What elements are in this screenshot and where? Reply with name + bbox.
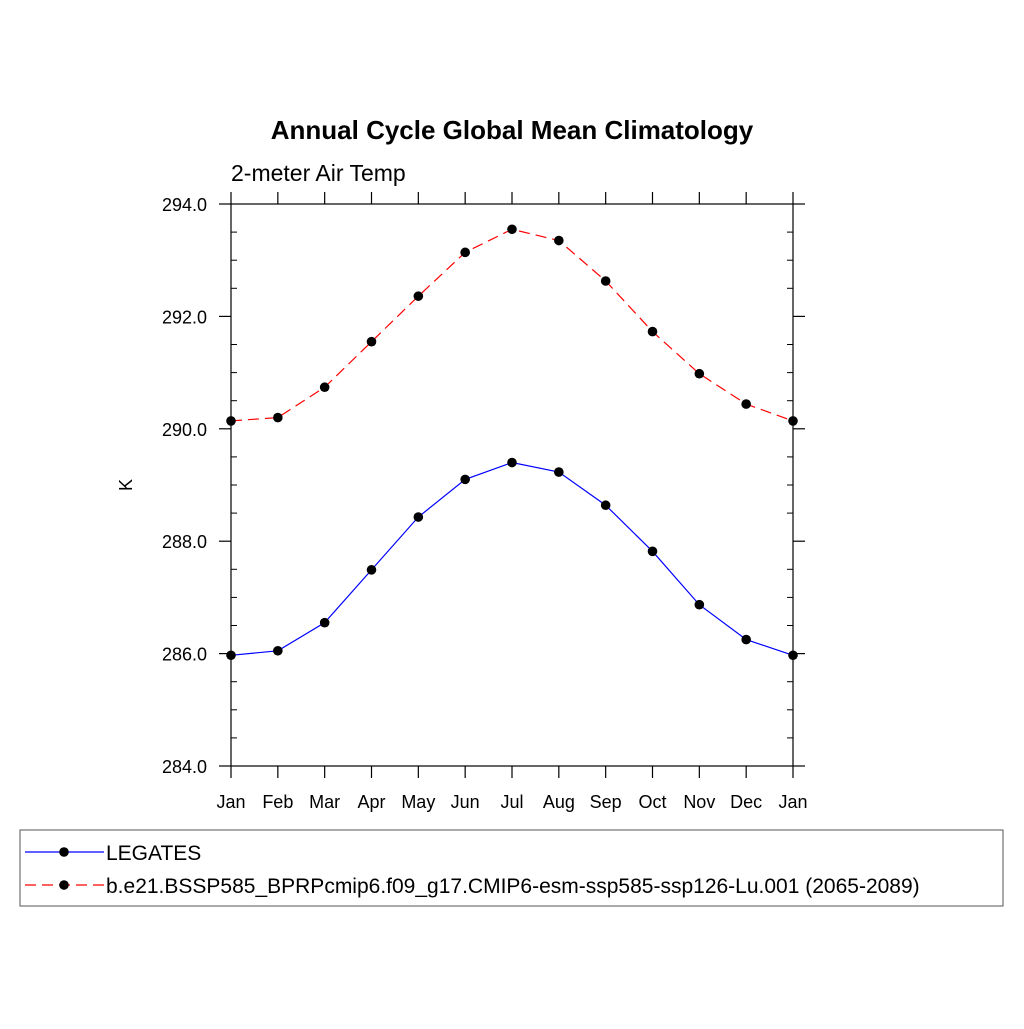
x-tick-label: Dec (730, 792, 762, 812)
chart-title: Annual Cycle Global Mean Climatology (271, 115, 754, 145)
series-1-point (554, 467, 564, 477)
series-2-point (694, 368, 705, 379)
series-1-point (647, 546, 658, 557)
series-1-point (226, 650, 236, 661)
series-2-point (460, 247, 470, 258)
series-2-point (600, 276, 611, 286)
x-tick-label: Jan (216, 792, 245, 812)
y-tick-label: 288.0 (162, 532, 207, 552)
series-2-point (273, 412, 283, 423)
y-tick-label: 290.0 (162, 420, 207, 440)
y-tick-label: 294.0 (162, 195, 207, 215)
series-2-point (507, 224, 517, 235)
x-tick-label: Sep (590, 792, 622, 812)
y-axis-label: K (116, 479, 136, 491)
series-1-point (319, 617, 330, 628)
series-2-point (647, 326, 658, 337)
y-tick-label: 286.0 (162, 645, 207, 665)
series-2-point (788, 416, 798, 426)
series-1-point (366, 565, 377, 575)
x-tick-label: Nov (683, 792, 715, 812)
series-1-point (460, 474, 470, 485)
chart-subtitle: 2-meter Air Temp (231, 160, 406, 186)
series-line-2 (230, 228, 794, 422)
series-1-point (600, 500, 611, 511)
series-2-point (226, 416, 236, 426)
series-1-point (413, 512, 424, 522)
x-tick-label: Jun (451, 792, 480, 812)
series-1-point (507, 457, 517, 468)
plot-frame (230, 203, 794, 767)
legend: LEGATES b.e21.BSSP585_BPRPcmip6.f09_g17.C… (19, 829, 1004, 907)
legend-label-1: LEGATES (106, 842, 201, 865)
series-1-point (788, 650, 798, 661)
y-tick-label: 284.0 (162, 757, 207, 777)
x-tick-label: Jul (500, 792, 523, 812)
series-2-point (366, 336, 377, 347)
series-1-point (741, 634, 751, 645)
series-1-point (273, 645, 283, 656)
series-2-point (319, 382, 330, 393)
series-group (226, 224, 798, 661)
y-tick-label: 292.0 (162, 307, 207, 327)
series-line-1 (230, 461, 794, 656)
series-1-point (694, 599, 705, 610)
x-tick-label: Apr (357, 792, 385, 812)
legend-label-2: b.e21.BSSP585_BPRPcmip6.f09_g17.CMIP6-es… (106, 875, 920, 898)
legend-box (19, 829, 1004, 907)
x-tick-label: Feb (262, 792, 293, 812)
x-tick-label: Aug (543, 792, 575, 812)
x-tick-label: May (401, 792, 435, 812)
legend-marker-1 (59, 847, 69, 857)
x-tick-label: Jan (778, 792, 807, 812)
axis-ticks: Jan Feb Mar Apr May Jun Jul Aug Sep Oct Nov Dec Jan 2… (162, 192, 808, 812)
x-tick-label: Oct (638, 792, 666, 812)
series-2-point (413, 291, 424, 301)
series-2-point (554, 235, 564, 246)
series-2-point (741, 399, 751, 409)
legend-marker-2 (59, 880, 69, 890)
x-tick-label: Mar (309, 792, 340, 812)
